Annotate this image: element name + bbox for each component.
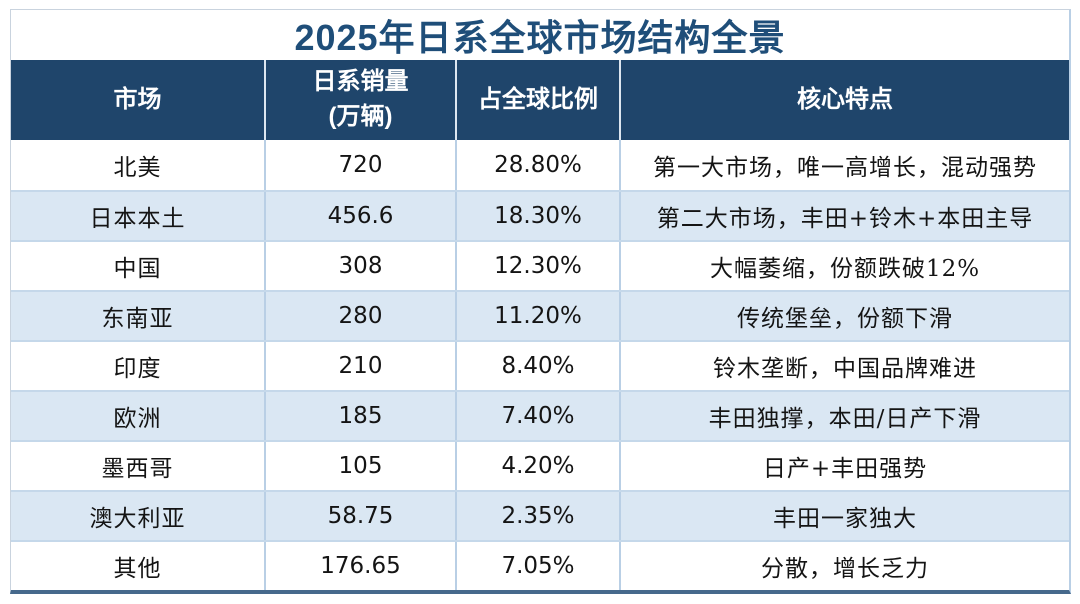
cell-market: 澳大利亚 [89, 506, 186, 532]
cell-sales: 58.75 [264, 492, 455, 540]
cell-sales: 176.65 [264, 542, 455, 590]
table-row: 其他 176.65 7.05% 分散，增长乏力 [11, 540, 1069, 590]
table-row: 日本本土 456.6 18.30% 第二大市场，丰田+铃木+本田主导 [11, 190, 1069, 240]
cell-sales: 210 [264, 342, 455, 390]
cell-market: 印度 [113, 356, 162, 382]
cell-share: 28.80% [455, 140, 619, 190]
cell-market: 欧洲 [113, 406, 162, 432]
cell-feature: 第二大市场，丰田+铃木+本田主导 [619, 192, 1069, 240]
table-header-row: 市场 日系销量 (万辆) 占全球比例 核心特点 [11, 60, 1069, 140]
table-row: 北美 720 28.80% 第一大市场，唯一高增长，混动强势 [11, 140, 1069, 190]
cell-feature: 大幅萎缩，份额跌破12% [619, 242, 1069, 290]
cell-share: 11.20% [455, 292, 619, 340]
table-row: 中国 308 12.30% 大幅萎缩，份额跌破12% [11, 240, 1069, 290]
cell-share: 18.30% [455, 192, 619, 240]
table-title: 2025年日系全球市场结构全景 [11, 10, 1069, 60]
cell-feature: 铃木垄断，中国品牌难进 [619, 342, 1069, 390]
table-row: 墨西哥 105 4.20% 日产+丰田强势 [11, 440, 1069, 490]
cell-share: 7.05% [455, 542, 619, 590]
cell-feature: 传统堡垒，份额下滑 [619, 292, 1069, 340]
header-cell-market: 市场 [113, 85, 162, 113]
cell-sales: 456.6 [264, 192, 455, 240]
cell-share: 7.40% [455, 392, 619, 440]
table-row: 欧洲 185 7.40% 丰田独撑，本田/日产下滑 [11, 390, 1069, 440]
cell-feature: 分散，增长乏力 [619, 542, 1069, 590]
cell-market: 中国 [113, 256, 162, 282]
cell-sales: 280 [264, 292, 455, 340]
cell-share: 2.35% [455, 492, 619, 540]
cell-feature: 日产+丰田强势 [619, 442, 1069, 490]
cell-feature: 第一大市场，唯一高增长，混动强势 [619, 140, 1069, 190]
header-cell-sales: 日系销量 (万辆) [264, 60, 455, 140]
header-cell-share: 占全球比例 [455, 60, 619, 140]
cell-market: 北美 [113, 155, 162, 181]
cell-feature: 丰田独撑，本田/日产下滑 [619, 392, 1069, 440]
table-row: 澳大利亚 58.75 2.35% 丰田一家独大 [11, 490, 1069, 540]
table-row: 东南亚 280 11.20% 传统堡垒，份额下滑 [11, 290, 1069, 340]
cell-share: 8.40% [455, 342, 619, 390]
cell-sales: 720 [264, 140, 455, 190]
cell-sales: 308 [264, 242, 455, 290]
cell-share: 12.30% [455, 242, 619, 290]
cell-feature: 丰田一家独大 [619, 492, 1069, 540]
market-structure-table: 2025年日系全球市场结构全景 市场 日系销量 (万辆) 占全球比例 核心特点 … [10, 9, 1071, 594]
table-body: 北美 720 28.80% 第一大市场，唯一高增长，混动强势 日本本土 456.… [11, 140, 1069, 590]
cell-market: 其他 [113, 556, 162, 582]
cell-market: 墨西哥 [101, 456, 174, 482]
cell-sales: 105 [264, 442, 455, 490]
header-cell-feature: 核心特点 [619, 60, 1069, 140]
cell-share: 4.20% [455, 442, 619, 490]
cell-sales: 185 [264, 392, 455, 440]
cell-market: 日本本土 [89, 206, 186, 232]
table-row: 印度 210 8.40% 铃木垄断，中国品牌难进 [11, 340, 1069, 390]
cell-market: 东南亚 [101, 306, 174, 332]
